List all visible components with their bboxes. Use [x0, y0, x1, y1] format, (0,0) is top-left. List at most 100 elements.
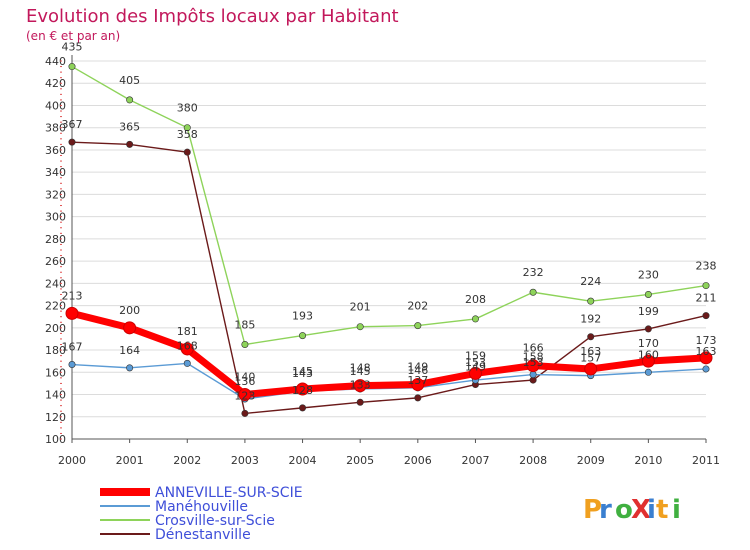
- data-point: [65, 306, 79, 320]
- brand-letter: o: [615, 495, 633, 525]
- data-label: 193: [292, 310, 313, 323]
- series-d-nestanville: [68, 138, 710, 417]
- data-point: [356, 323, 364, 331]
- data-label: 128: [292, 384, 313, 397]
- y-tick-label: 340: [45, 166, 66, 179]
- x-tick-label: 2003: [231, 454, 259, 467]
- data-label: 145: [292, 365, 313, 378]
- y-tick-label: 320: [45, 188, 66, 201]
- data-label: 153: [523, 356, 544, 369]
- data-point: [587, 333, 595, 341]
- data-point: [241, 409, 249, 417]
- data-point: [526, 359, 540, 373]
- x-tick-label: 2007: [461, 454, 489, 467]
- data-point: [126, 364, 134, 372]
- data-label: 380: [177, 102, 198, 115]
- data-label: 192: [580, 313, 601, 326]
- data-label: 123: [234, 389, 255, 402]
- y-tick-label: 180: [45, 344, 66, 357]
- x-tick-label: 2002: [173, 454, 201, 467]
- data-label: 405: [119, 74, 140, 87]
- data-point: [468, 366, 482, 380]
- data-point: [126, 96, 134, 104]
- data-label: 137: [407, 374, 428, 387]
- data-label: 199: [638, 305, 659, 318]
- y-tick-label: 380: [45, 122, 66, 135]
- data-label: 181: [177, 325, 198, 338]
- chart-title: Evolution des Impôts locaux par Habitant: [26, 6, 399, 27]
- data-label: 208: [465, 293, 486, 306]
- data-point: [587, 297, 595, 305]
- data-point: [68, 138, 76, 146]
- brand-letter: P: [583, 495, 602, 525]
- y-tick-label: 280: [45, 233, 66, 246]
- legend-label: Dénestanville: [155, 527, 251, 543]
- y-tick-label: 220: [45, 300, 66, 313]
- x-tick-label: 2006: [404, 454, 432, 467]
- data-label: 224: [580, 275, 601, 288]
- data-point: [183, 359, 191, 367]
- y-tick-label: 100: [45, 433, 66, 446]
- data-label: 173: [696, 334, 717, 347]
- legend: ANNEVILLE-SUR-SCIEManéhouvilleCrosville-…: [100, 485, 303, 543]
- data-label: 146: [407, 364, 428, 377]
- data-point: [414, 394, 422, 402]
- y-tick-label: 400: [45, 99, 66, 112]
- data-point: [411, 378, 425, 392]
- data-point: [641, 354, 655, 368]
- brand-letter: i: [647, 495, 656, 525]
- data-label: 160: [638, 348, 659, 361]
- x-tick-label: 2009: [577, 454, 605, 467]
- data-label: 163: [696, 345, 717, 358]
- data-label: 185: [234, 319, 255, 332]
- y-tick-label: 420: [45, 77, 66, 90]
- data-point: [183, 148, 191, 156]
- data-point: [529, 371, 537, 379]
- data-label: 148: [350, 362, 371, 375]
- data-label: 168: [177, 339, 198, 352]
- data-label: 367: [62, 118, 83, 131]
- data-point: [126, 140, 134, 148]
- data-point: [644, 325, 652, 333]
- data-point: [471, 315, 479, 323]
- data-point: [702, 282, 710, 290]
- data-label: 164: [119, 344, 140, 357]
- x-tick-label: 2000: [58, 454, 86, 467]
- data-label: 200: [119, 304, 140, 317]
- legend-label: ANNEVILLE-SUR-SCIE: [155, 485, 303, 501]
- data-point: [238, 388, 252, 402]
- brand-letter: X: [631, 495, 651, 525]
- data-point: [241, 340, 249, 348]
- data-label: 213: [62, 289, 83, 302]
- data-point: [68, 63, 76, 71]
- x-tick-label: 2008: [519, 454, 547, 467]
- data-label: 170: [638, 337, 659, 350]
- data-point: [180, 342, 194, 356]
- series-line: [71, 65, 707, 346]
- data-labels: 435 405 380 185 193 201 202 208 232 224 230 238 367 3…: [62, 41, 717, 403]
- data-point: [414, 322, 422, 330]
- data-label: 167: [62, 341, 83, 354]
- brand-logo: Pr oXi t i: [583, 495, 681, 525]
- x-tick-label: 2004: [289, 454, 317, 467]
- data-point: [123, 321, 137, 335]
- data-label: 140: [234, 371, 255, 384]
- y-tick-label: 140: [45, 389, 66, 402]
- x-tick-label: 2005: [346, 454, 374, 467]
- data-label: 166: [523, 342, 544, 355]
- data-label: 149: [407, 361, 428, 374]
- x-tick-label: 2010: [634, 454, 662, 467]
- data-label: 238: [696, 260, 717, 273]
- brand-letter: t: [656, 495, 668, 525]
- data-point: [702, 312, 710, 320]
- data-label: 232: [523, 266, 544, 279]
- data-label: 358: [177, 128, 198, 141]
- data-point: [699, 351, 713, 365]
- x-tick-label: 2001: [116, 454, 144, 467]
- data-label: 159: [465, 349, 486, 362]
- data-label: 153: [465, 356, 486, 369]
- axes: 100 120 140 160 180 200 220 240 260 280 300 320 340 3…: [45, 55, 720, 467]
- y-tick-label: 300: [45, 211, 66, 224]
